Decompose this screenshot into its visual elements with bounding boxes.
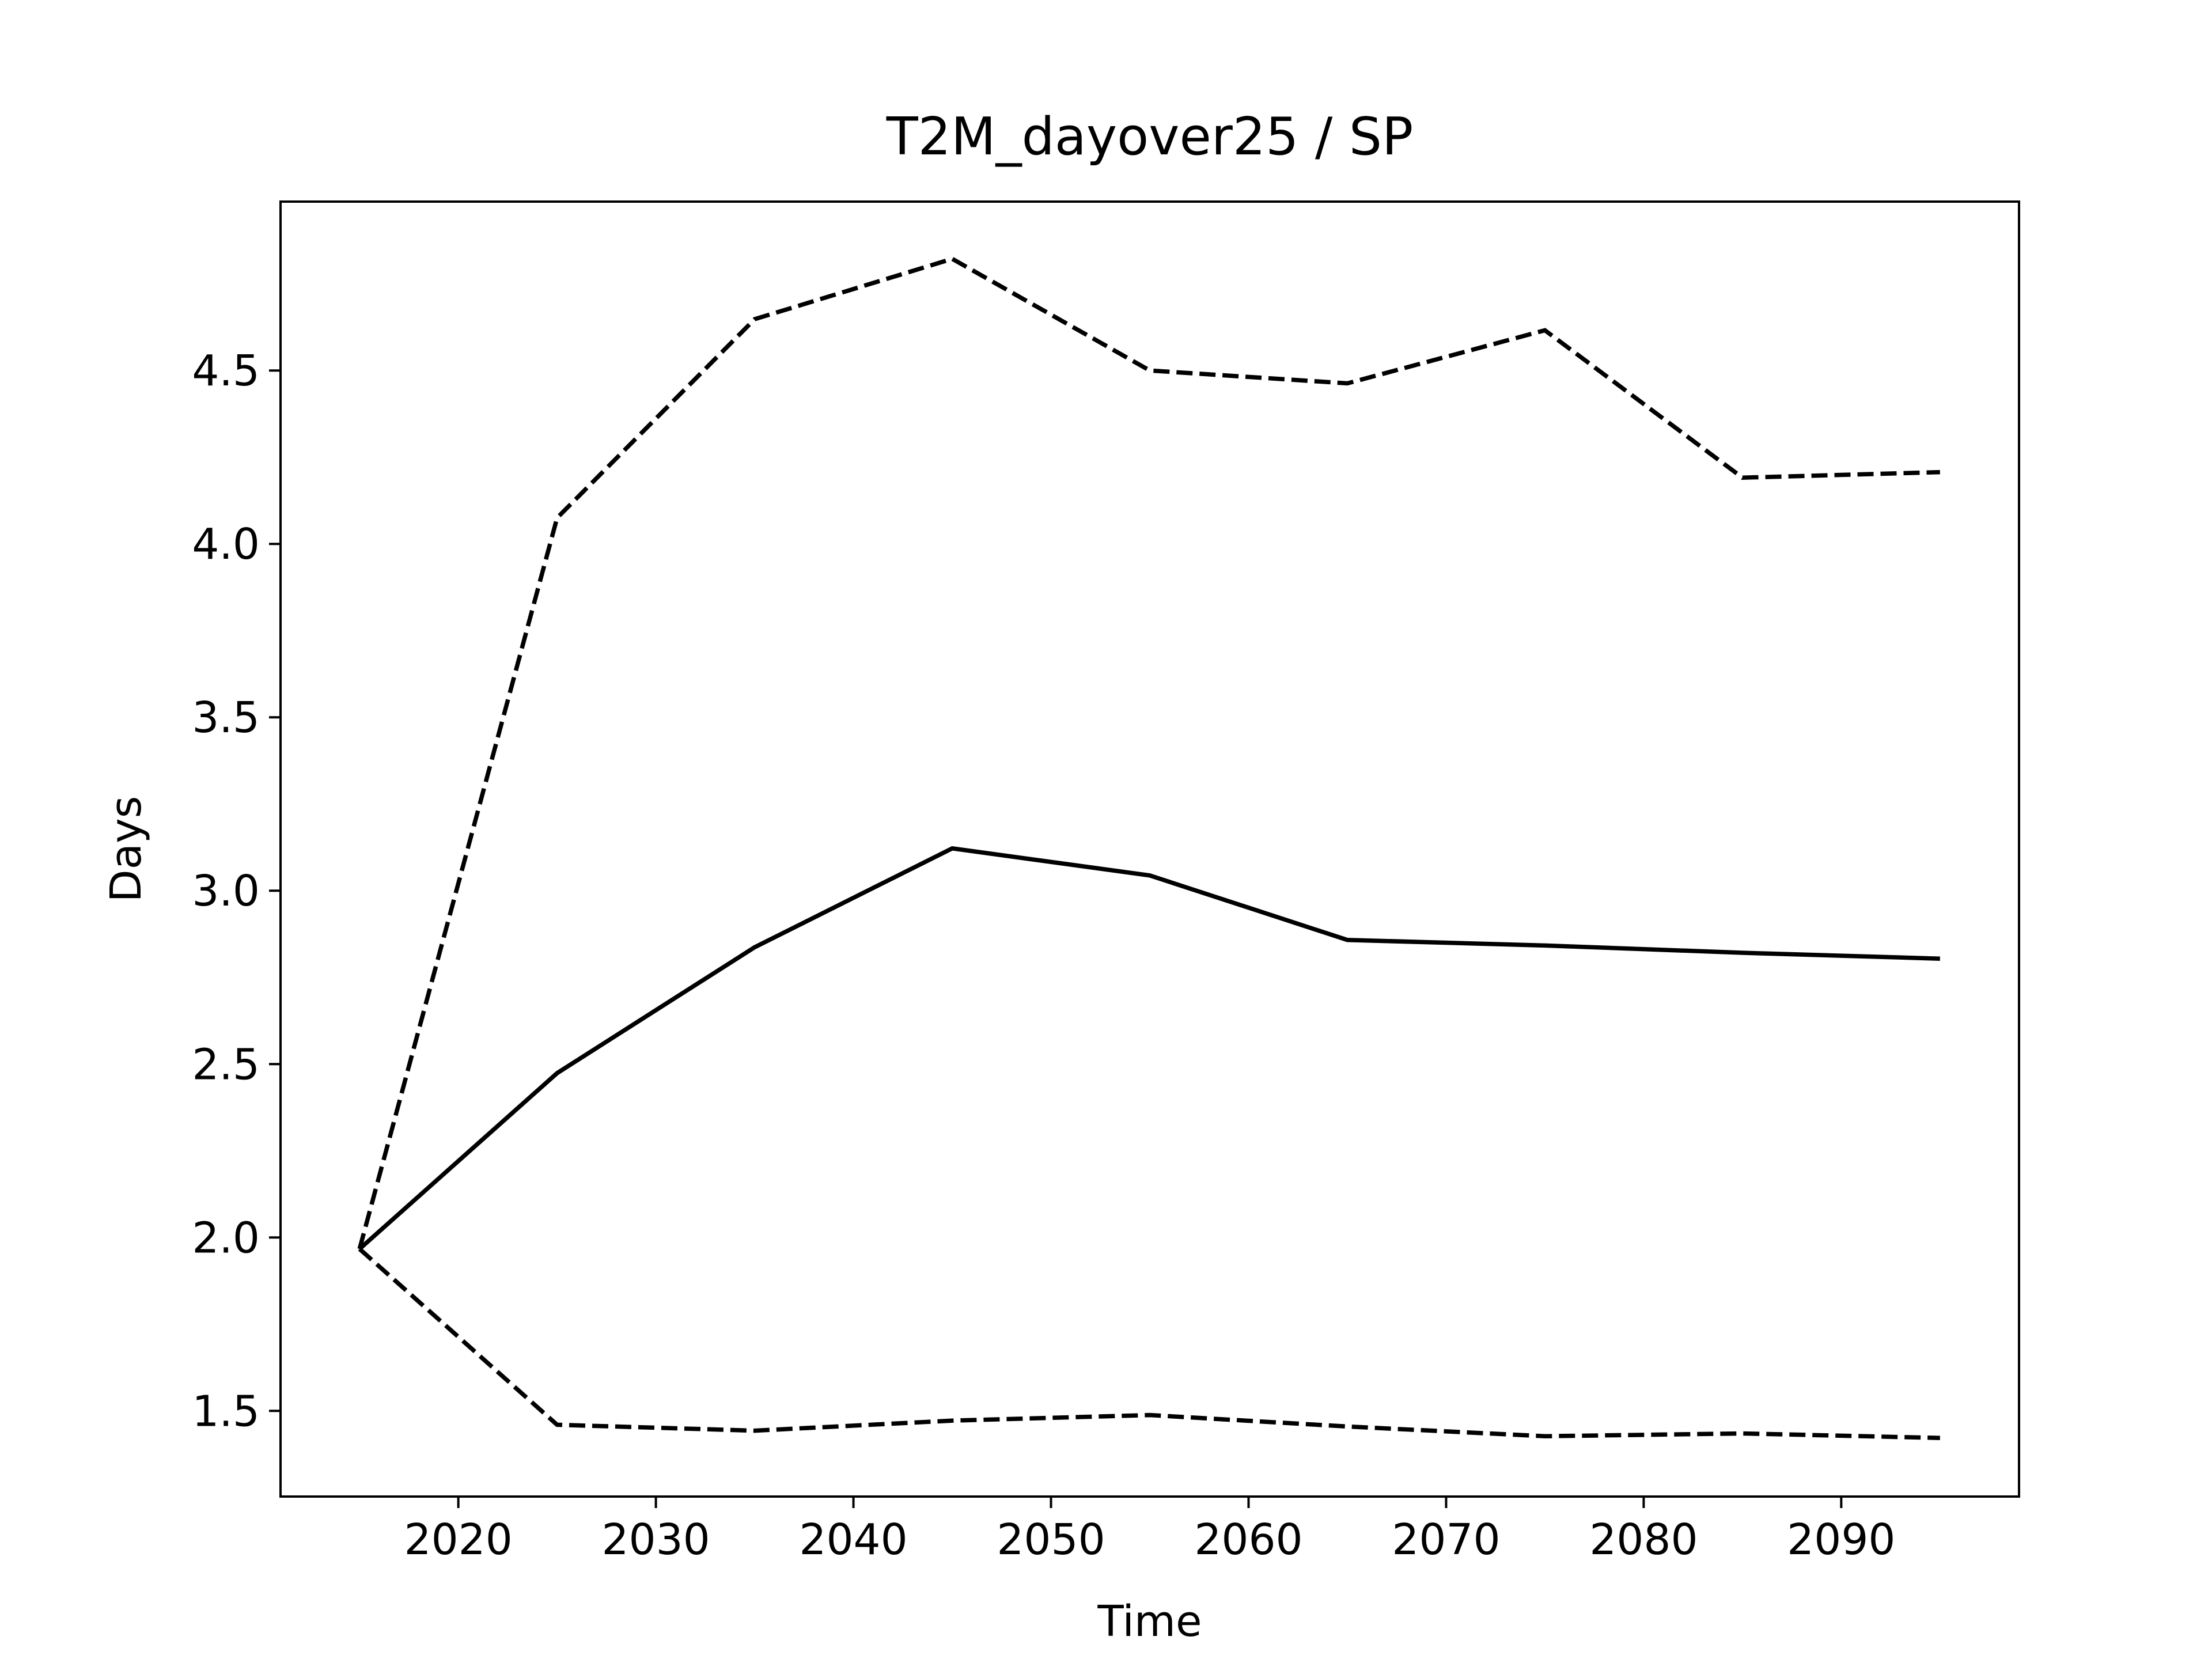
y-tick-label: 4.0 — [192, 520, 260, 569]
y-tick-label: 3.0 — [192, 866, 260, 916]
x-tick-label: 2080 — [1589, 1515, 1698, 1565]
y-tick-label: 2.0 — [192, 1213, 260, 1263]
plot-frame — [279, 200, 2020, 1498]
y-tick-label: 1.5 — [192, 1387, 260, 1436]
series-line — [358, 1247, 1940, 1441]
series-line — [357, 256, 1940, 1250]
x-axis-label: Time — [1097, 1597, 1202, 1646]
x-tick-label: 2070 — [1392, 1515, 1500, 1565]
x-tick-label: 2060 — [1194, 1515, 1302, 1565]
y-tick-label: 4.5 — [192, 346, 260, 396]
series-line — [358, 846, 1940, 1251]
y-tick-label: 2.5 — [192, 1040, 260, 1089]
x-tick-label: 2020 — [404, 1515, 512, 1565]
x-tick-label: 2090 — [1787, 1515, 1895, 1565]
y-axis-label: Days — [101, 796, 151, 903]
x-tick-label: 2030 — [601, 1515, 710, 1565]
x-tick-label: 2050 — [997, 1515, 1105, 1565]
x-tick-label: 2040 — [799, 1515, 907, 1565]
chart-title: T2M_dayover25 / SP — [886, 107, 1414, 167]
y-tick-label: 3.5 — [192, 693, 260, 743]
